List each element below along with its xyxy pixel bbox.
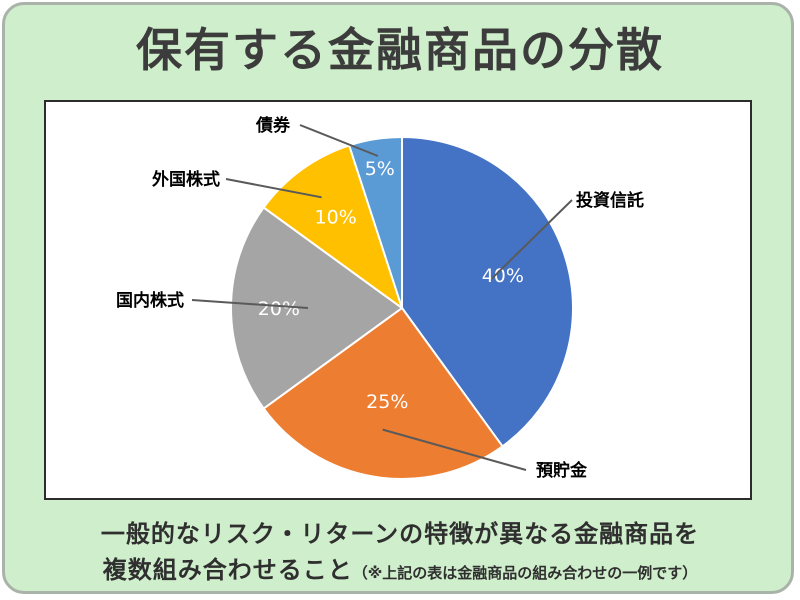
slice-percent-label: 40%	[482, 265, 524, 287]
pie-slice-2	[262, 306, 504, 480]
caption-line-2: 複数組み合わせること（※上記の表は金融商品の組み合わせの一例です）	[0, 550, 800, 585]
slice-percent-label: 5%	[365, 158, 395, 180]
leader-line	[490, 199, 573, 280]
slice-percent-label: 25%	[366, 391, 408, 413]
pie-slice-1	[401, 135, 574, 448]
pie-slice-4	[262, 144, 404, 311]
pie-chart: 40% 投資信託 25% 預貯金 20% 国内株式 10% 外国株式 5% 債券	[116, 115, 644, 481]
slice-category-label: 債券	[255, 115, 291, 136]
leader-line	[299, 124, 379, 157]
caption-note: （※上記の表は金融商品の組み合わせの一例です）	[352, 564, 698, 582]
caption-main-text: 複数組み合わせること	[102, 556, 353, 584]
caption-line-1: 一般的なリスク・リターンの特徴が異なる金融商品を	[100, 520, 700, 548]
leader-line	[382, 428, 527, 471]
slice-category-label: 預貯金	[536, 460, 588, 481]
slice-category-label: 外国株式	[152, 169, 220, 190]
leader-line	[225, 178, 322, 199]
chart-area: 40% 投資信託 25% 預貯金 20% 国内株式 10% 外国株式 5% 債券	[44, 100, 752, 500]
page-title: 保有する金融商品の分散	[136, 23, 664, 77]
pie-slice-3	[230, 206, 404, 410]
leader-line	[191, 299, 309, 309]
slice-percent-label: 10%	[315, 207, 357, 229]
slice-category-label: 投資信託	[576, 190, 644, 211]
slice-percent-label: 20%	[258, 298, 300, 320]
slice-category-label: 国内株式	[116, 290, 184, 311]
